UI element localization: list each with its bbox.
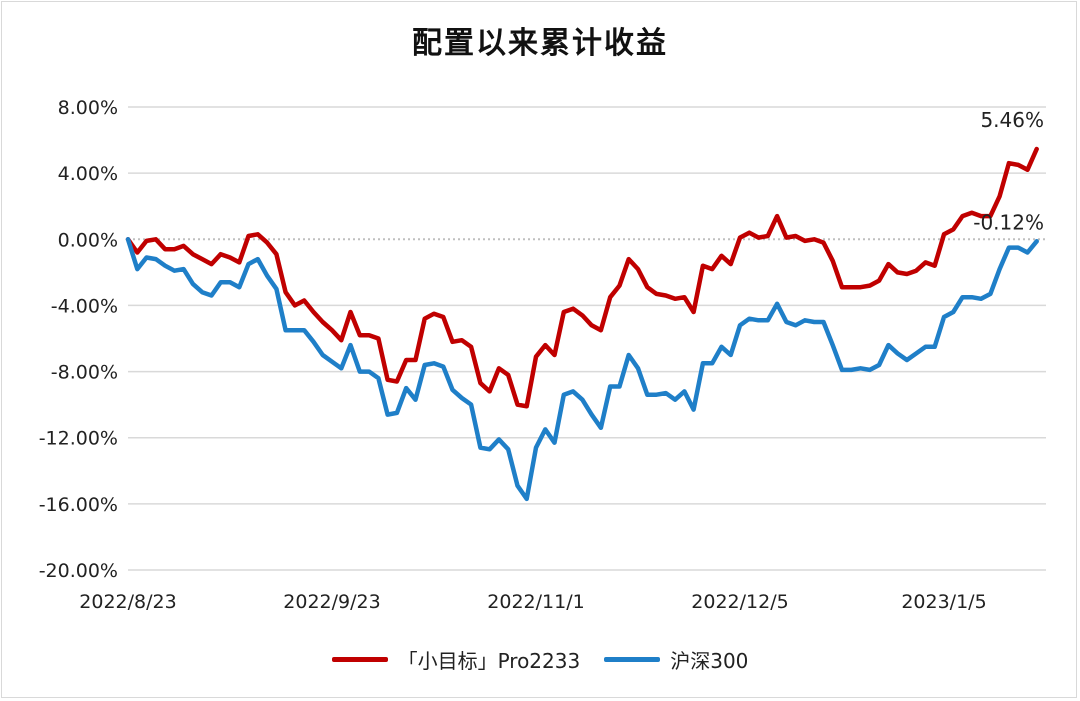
y-tick-label: 0.00% xyxy=(58,229,118,251)
x-tick-label: 2023/1/5 xyxy=(901,591,986,613)
y-tick-label: -12.00% xyxy=(39,428,118,450)
y-tick-label: -20.00% xyxy=(39,560,118,582)
x-tick-label: 2022/9/23 xyxy=(283,591,380,613)
y-axis-ticks: 8.00% 4.00% 0.00% -4.00% -8.00% -12.00% -16.00… xyxy=(39,97,118,582)
legend-label-series-2: 沪深300 xyxy=(670,649,749,673)
series-line-2 xyxy=(125,237,1039,502)
legend-label-series-1: 「小目标」Pro2233 xyxy=(397,649,581,673)
y-tick-label: 4.00% xyxy=(58,163,118,185)
data-label-series-1: 5.46% xyxy=(980,108,1044,132)
legend-item-series-1: 「小目标」Pro2233 xyxy=(331,645,581,674)
legend-item-series-2: 沪深300 xyxy=(604,645,748,674)
chart-title: 配置以来累计收益 xyxy=(412,26,668,61)
x-axis-ticks: 2022/8/23 2022/9/23 2022/11/1 2022/12/5 2023… xyxy=(79,591,986,613)
legend-swatch-series-2 xyxy=(604,657,661,662)
series-line-1 xyxy=(125,146,1039,409)
x-tick-label: 2022/11/1 xyxy=(487,591,584,613)
data-annotations: 5.46% -0.12% xyxy=(973,108,1044,234)
legend-swatch-series-1 xyxy=(331,657,388,662)
legend: 「小目标」Pro2233 沪深300 xyxy=(0,645,1080,674)
x-tick-label: 2022/8/23 xyxy=(79,591,176,613)
grid-lines xyxy=(128,106,1046,571)
y-tick-label: -8.00% xyxy=(51,362,118,384)
y-tick-label: 8.00% xyxy=(58,97,118,119)
data-label-series-2: -0.12% xyxy=(973,210,1044,234)
series-lines xyxy=(125,146,1039,502)
y-tick-label: -16.00% xyxy=(39,494,118,516)
y-tick-label: -4.00% xyxy=(51,295,118,317)
x-tick-label: 2022/12/5 xyxy=(691,591,788,613)
